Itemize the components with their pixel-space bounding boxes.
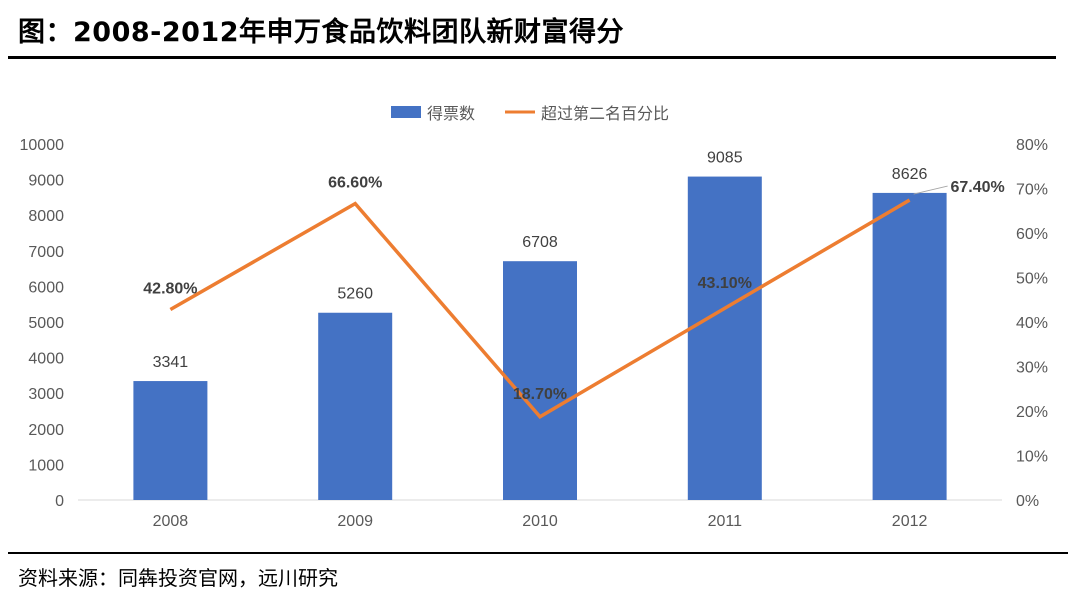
y-right-tick-label: 70% xyxy=(1016,182,1048,199)
y-right-tick-label: 50% xyxy=(1016,271,1048,288)
y-left-tick-label: 2000 xyxy=(28,422,64,439)
title-divider xyxy=(8,56,1056,59)
x-tick-label: 2008 xyxy=(153,513,189,530)
y-right-tick-label: 20% xyxy=(1016,404,1048,421)
leader-line xyxy=(913,185,948,195)
bar-series xyxy=(133,176,947,500)
bar-data-label: 9085 xyxy=(707,150,743,167)
line-data-label: 66.60% xyxy=(328,175,382,192)
y-axis-right: 0% 10% 20% 30% 40% 50% 60% 70% 80% xyxy=(1016,137,1048,510)
y-left-tick-label: 6000 xyxy=(28,279,64,296)
x-tick-label: 2010 xyxy=(522,513,558,530)
bar xyxy=(133,381,208,500)
y-right-tick-label: 10% xyxy=(1016,449,1048,466)
footer-divider xyxy=(8,552,1068,554)
bar-data-label: 3341 xyxy=(153,354,189,371)
line-path xyxy=(169,198,911,420)
bar xyxy=(872,192,947,500)
legend: 得票数 超过第二名百分比 xyxy=(391,104,669,123)
y-left-tick-label: 4000 xyxy=(28,351,64,368)
line-data-label: 43.10% xyxy=(698,275,752,292)
y-left-tick-label: 10000 xyxy=(20,137,65,154)
source-note: 资料来源：同犇投资官网，远川研究 xyxy=(18,566,338,590)
page-title: 图：2008-2012年申万食品饮料团队新财富得分 xyxy=(18,17,624,48)
y-right-tick-label: 60% xyxy=(1016,226,1048,243)
line-series xyxy=(169,198,911,420)
bar xyxy=(687,176,762,500)
y-right-tick-label: 30% xyxy=(1016,360,1048,377)
line-data-label: 42.80% xyxy=(143,281,197,298)
line-data-label: 18.70% xyxy=(513,386,567,403)
bar-data-label: 5260 xyxy=(337,286,373,303)
bar xyxy=(503,261,577,500)
y-left-tick-label: 9000 xyxy=(28,173,64,190)
y-left-tick-label: 8000 xyxy=(28,208,64,225)
legend-bar-swatch xyxy=(391,106,421,118)
bar-data-label: 8626 xyxy=(892,166,928,183)
y-left-tick-label: 0 xyxy=(55,493,64,510)
legend-bar-label: 得票数 xyxy=(427,104,475,123)
y-left-tick-label: 7000 xyxy=(28,244,64,261)
x-tick-label: 2011 xyxy=(708,513,743,530)
chart: 得票数 超过第二名百分比 0 1000 2000 3000 4000 5000 6000 700… xyxy=(20,104,1049,530)
bar xyxy=(318,312,393,500)
x-tick-label: 2009 xyxy=(337,513,373,530)
y-left-tick-label: 5000 xyxy=(28,315,64,332)
line-labels: 42.80% 66.60% 18.70% 43.10% 67.40% xyxy=(143,175,1004,403)
y-right-tick-label: 40% xyxy=(1016,315,1048,332)
bar-labels: 3341 5260 6708 9085 8626 xyxy=(153,150,928,371)
line-data-label: 67.40% xyxy=(950,179,1004,196)
x-tick-label: 2012 xyxy=(892,513,928,530)
x-axis: 2008 2009 2010 2011 2012 xyxy=(153,513,928,530)
bar-data-label: 6708 xyxy=(522,234,558,251)
y-left-tick-label: 1000 xyxy=(28,457,64,474)
y-right-tick-label: 80% xyxy=(1016,137,1048,154)
y-left-tick-label: 3000 xyxy=(28,386,64,403)
y-right-tick-label: 0% xyxy=(1016,493,1039,510)
legend-line-label: 超过第二名百分比 xyxy=(541,104,669,123)
y-axis-left: 0 1000 2000 3000 4000 5000 6000 7000 8000 9000 100… xyxy=(20,137,65,510)
